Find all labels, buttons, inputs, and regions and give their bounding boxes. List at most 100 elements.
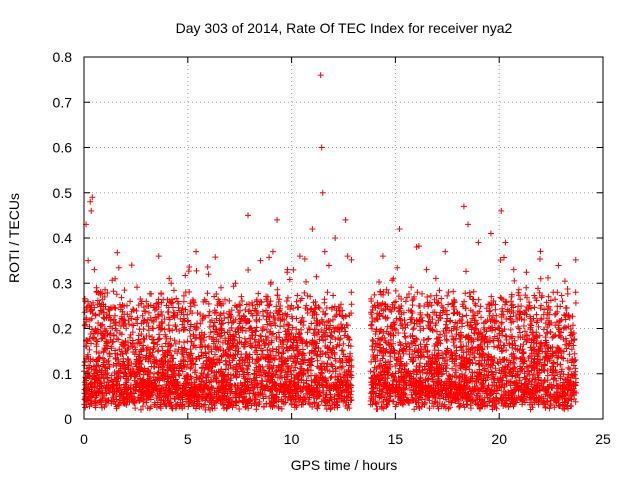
data-point [263, 307, 270, 314]
data-point [273, 367, 280, 374]
data-point [186, 327, 193, 334]
data-point [104, 311, 111, 318]
data-point [89, 334, 96, 341]
data-point [343, 399, 350, 406]
data-point [196, 375, 203, 382]
data-point [215, 296, 222, 303]
data-point [126, 321, 133, 328]
data-point [286, 322, 293, 329]
data-point [121, 287, 128, 294]
data-point [305, 373, 312, 380]
data-point [239, 298, 246, 305]
data-point [207, 406, 214, 413]
data-point [339, 347, 346, 354]
data-point [163, 302, 170, 309]
data-point [326, 397, 333, 404]
data-point [257, 298, 264, 305]
data-point [313, 273, 320, 280]
data-point [173, 401, 180, 408]
x-axis-label: GPS time / hours [291, 457, 398, 473]
data-point [142, 308, 149, 315]
data-point [332, 336, 339, 343]
data-point [258, 345, 265, 352]
data-point [158, 396, 165, 403]
data-point [275, 363, 282, 370]
data-point [177, 382, 184, 389]
data-point [292, 333, 299, 340]
data-point [188, 321, 195, 328]
data-point [341, 332, 348, 339]
data-point [128, 315, 135, 322]
data-point [284, 373, 291, 380]
data-point [323, 305, 330, 312]
data-point [310, 299, 317, 306]
data-point [316, 336, 323, 343]
data-point [170, 287, 177, 294]
data-point [212, 351, 219, 358]
data-point [348, 396, 355, 403]
data-point [158, 308, 165, 315]
data-point [217, 310, 224, 317]
data-point [88, 307, 95, 314]
data-point [331, 313, 338, 320]
data-point [139, 403, 146, 410]
data-point [115, 264, 122, 271]
data-point [127, 298, 134, 305]
data-point [110, 288, 117, 295]
data-point [226, 297, 233, 304]
data-point [130, 306, 137, 313]
data-point [293, 326, 300, 333]
data-point [276, 349, 283, 356]
y-axis-label: ROTI / TECUs [6, 193, 22, 283]
data-point [111, 312, 118, 319]
data-point [279, 345, 286, 352]
data-point [125, 339, 132, 346]
data-point [139, 312, 146, 319]
data-point [179, 305, 186, 312]
data-point [332, 355, 339, 362]
data-point [282, 357, 289, 364]
data-point [169, 304, 176, 311]
data-point [98, 322, 105, 329]
data-point [106, 353, 113, 360]
data-point [163, 403, 170, 410]
data-point [334, 391, 341, 398]
data-point [175, 370, 182, 377]
data-point [231, 336, 238, 343]
data-point [232, 328, 239, 335]
data-point [328, 305, 335, 312]
data-point [253, 318, 260, 325]
data-point [98, 308, 105, 315]
data-point [182, 272, 189, 279]
data-point [331, 303, 338, 310]
data-point [204, 264, 211, 271]
data-point [298, 326, 305, 333]
data-point [332, 365, 339, 372]
data-point [249, 299, 256, 306]
data-point [175, 346, 182, 353]
data-point [348, 301, 355, 308]
data-point [102, 286, 109, 293]
data-point [192, 405, 199, 412]
data-point [331, 328, 338, 335]
data-point [249, 302, 256, 309]
data-point [306, 394, 313, 401]
data-point [207, 329, 214, 336]
data-point [226, 359, 233, 366]
data-point [324, 360, 331, 367]
data-point [253, 316, 260, 323]
data-point [233, 361, 240, 368]
data-point [321, 311, 328, 318]
data-point [132, 405, 139, 412]
data-point [305, 325, 312, 332]
data-point [283, 298, 290, 305]
data-point [117, 323, 124, 330]
data-point [288, 330, 295, 337]
data-point [118, 294, 125, 301]
data-point [140, 335, 147, 342]
data-point [187, 346, 194, 353]
data-point [290, 266, 297, 273]
data-point [266, 372, 273, 379]
data-point [193, 267, 200, 274]
data-point [212, 254, 219, 261]
